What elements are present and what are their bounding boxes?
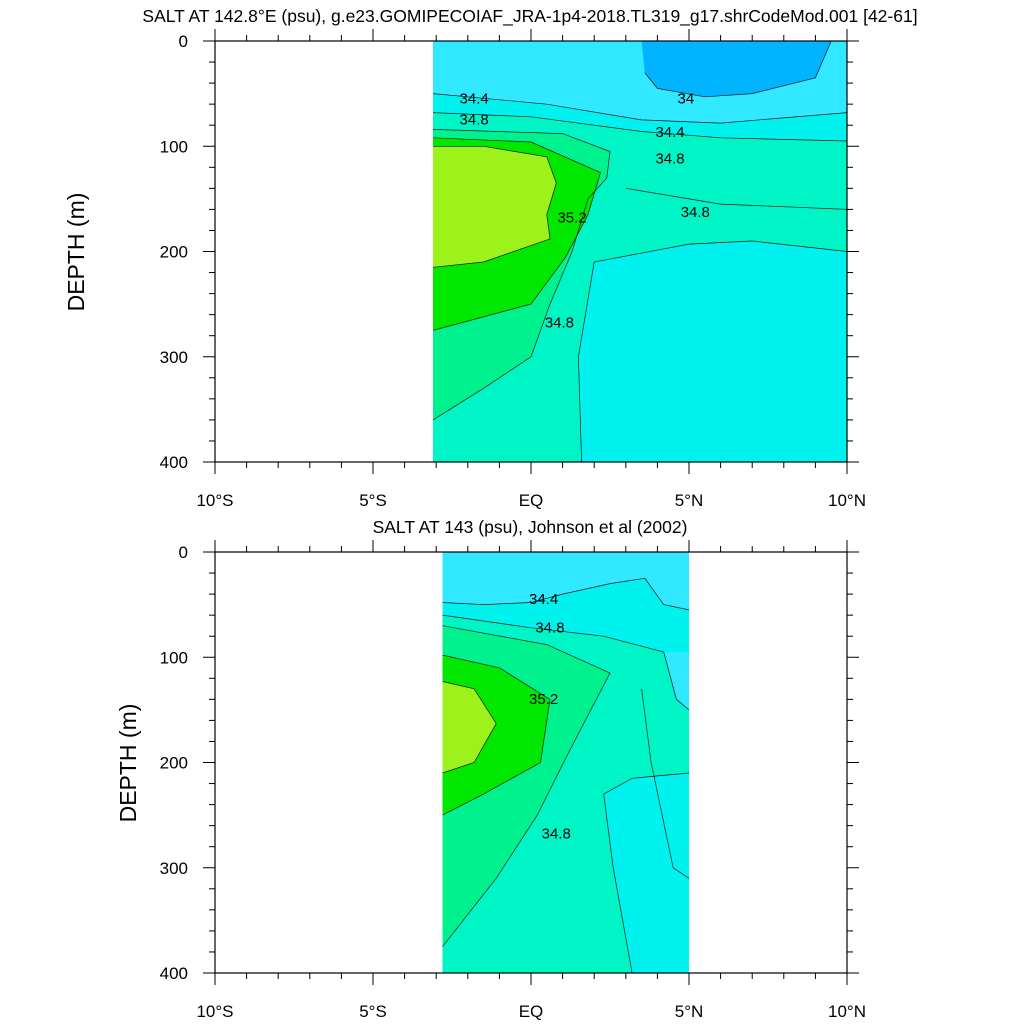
contour-line	[625, 187, 848, 210]
x-tick-label: 5°N	[675, 491, 704, 510]
panel1-title: SALT AT 142.8°E (psu), g.e23.GOMIPECOIAF…	[142, 6, 917, 27]
contour-label: 35.2	[529, 691, 558, 708]
contour-line	[442, 654, 551, 816]
contour-line	[603, 772, 690, 974]
contour-label: 34.8	[542, 826, 571, 843]
x-tick-label: 10°S	[196, 1002, 233, 1021]
y-tick-label: 0	[179, 543, 188, 562]
contour-line	[578, 240, 848, 463]
x-tick-label: EQ	[519, 491, 544, 510]
x-tick-label: EQ	[519, 1002, 544, 1021]
contour-line	[442, 614, 690, 711]
panel1-x-tick-labels: 10°S 5°S EQ 5°N 10°N	[196, 491, 866, 510]
panel1: 34.4 34.8 34 34.4 34.8 35.2 34.8 34.8 10°S 5°S EQ…	[63, 29, 866, 510]
panel1-ticks	[203, 29, 859, 474]
y-tick-label: 200	[160, 243, 188, 262]
panel2: 34.4 34.8 35.2 34.8 10°S 5°S EQ 5°N 10°N 0 100 20…	[115, 540, 866, 1021]
contour-label: 34.8	[681, 204, 710, 221]
panel2-ticks	[203, 540, 859, 985]
contour-fill-33-9	[641, 41, 832, 97]
contour-line	[442, 681, 497, 774]
contour-line	[641, 688, 690, 879]
contour-fill-34-2	[442, 552, 689, 610]
contour-label: 34.4	[529, 591, 558, 608]
panel2-y-tick-labels: 0 100 200 300 400	[160, 543, 188, 983]
contour-line	[432, 129, 611, 421]
contour-label: 34.4	[460, 90, 489, 107]
panel2-contour-labels: 34.4 34.8 35.2 34.8	[529, 591, 571, 843]
contour-label: 35.2	[557, 209, 586, 226]
contour-fill-35-4	[433, 146, 557, 268]
y-tick-label: 300	[160, 859, 188, 878]
contour-line	[442, 577, 690, 611]
y-tick-label: 300	[160, 348, 188, 367]
panel2-y-axis-title: DEPTH (m)	[115, 704, 141, 823]
contour-fill-35-4	[442, 681, 497, 773]
panel2-fills	[442, 552, 689, 973]
x-tick-label: 10°S	[196, 491, 233, 510]
contour-fill-34-2	[663, 652, 689, 710]
y-tick-label: 0	[179, 32, 188, 51]
contour-label: 34.4	[655, 124, 684, 141]
x-tick-label: 5°S	[359, 1002, 387, 1021]
contour-line	[442, 625, 611, 947]
y-tick-label: 400	[160, 453, 188, 472]
panel2-x-tick-labels: 10°S 5°S EQ 5°N 10°N	[196, 1002, 866, 1021]
y-tick-label: 200	[160, 754, 188, 773]
panel1-y-axis-title: DEPTH (m)	[63, 193, 89, 312]
contour-label: 34	[677, 90, 694, 107]
panel2-contour-lines	[442, 577, 690, 974]
y-tick-label: 400	[160, 964, 188, 983]
panel1-contour-labels: 34.4 34.8 34 34.4 34.8 35.2 34.8 34.8	[460, 90, 710, 331]
contour-label: 34.8	[460, 111, 489, 128]
contour-label: 34.8	[535, 619, 564, 636]
contour-label: 34.8	[545, 315, 574, 332]
contour-line	[644, 40, 832, 98]
contour-label: 34.8	[655, 150, 684, 167]
x-tick-label: 10°N	[828, 1002, 866, 1021]
x-tick-label: 5°S	[359, 491, 387, 510]
y-tick-label: 100	[160, 137, 188, 156]
y-tick-label: 100	[160, 648, 188, 667]
panel1-fills	[433, 41, 847, 462]
contour-line	[432, 145, 557, 268]
contour-line	[432, 112, 848, 142]
x-tick-label: 10°N	[828, 491, 866, 510]
panel2-title: SALT AT 143 (psu), Johnson et al (2002)	[373, 517, 688, 537]
panel1-y-tick-labels: 0 100 200 300 400	[160, 32, 188, 472]
contour-line	[432, 137, 601, 331]
contour-line	[432, 93, 848, 124]
x-tick-label: 5°N	[675, 1002, 704, 1021]
panel1-contour-lines	[432, 40, 848, 463]
